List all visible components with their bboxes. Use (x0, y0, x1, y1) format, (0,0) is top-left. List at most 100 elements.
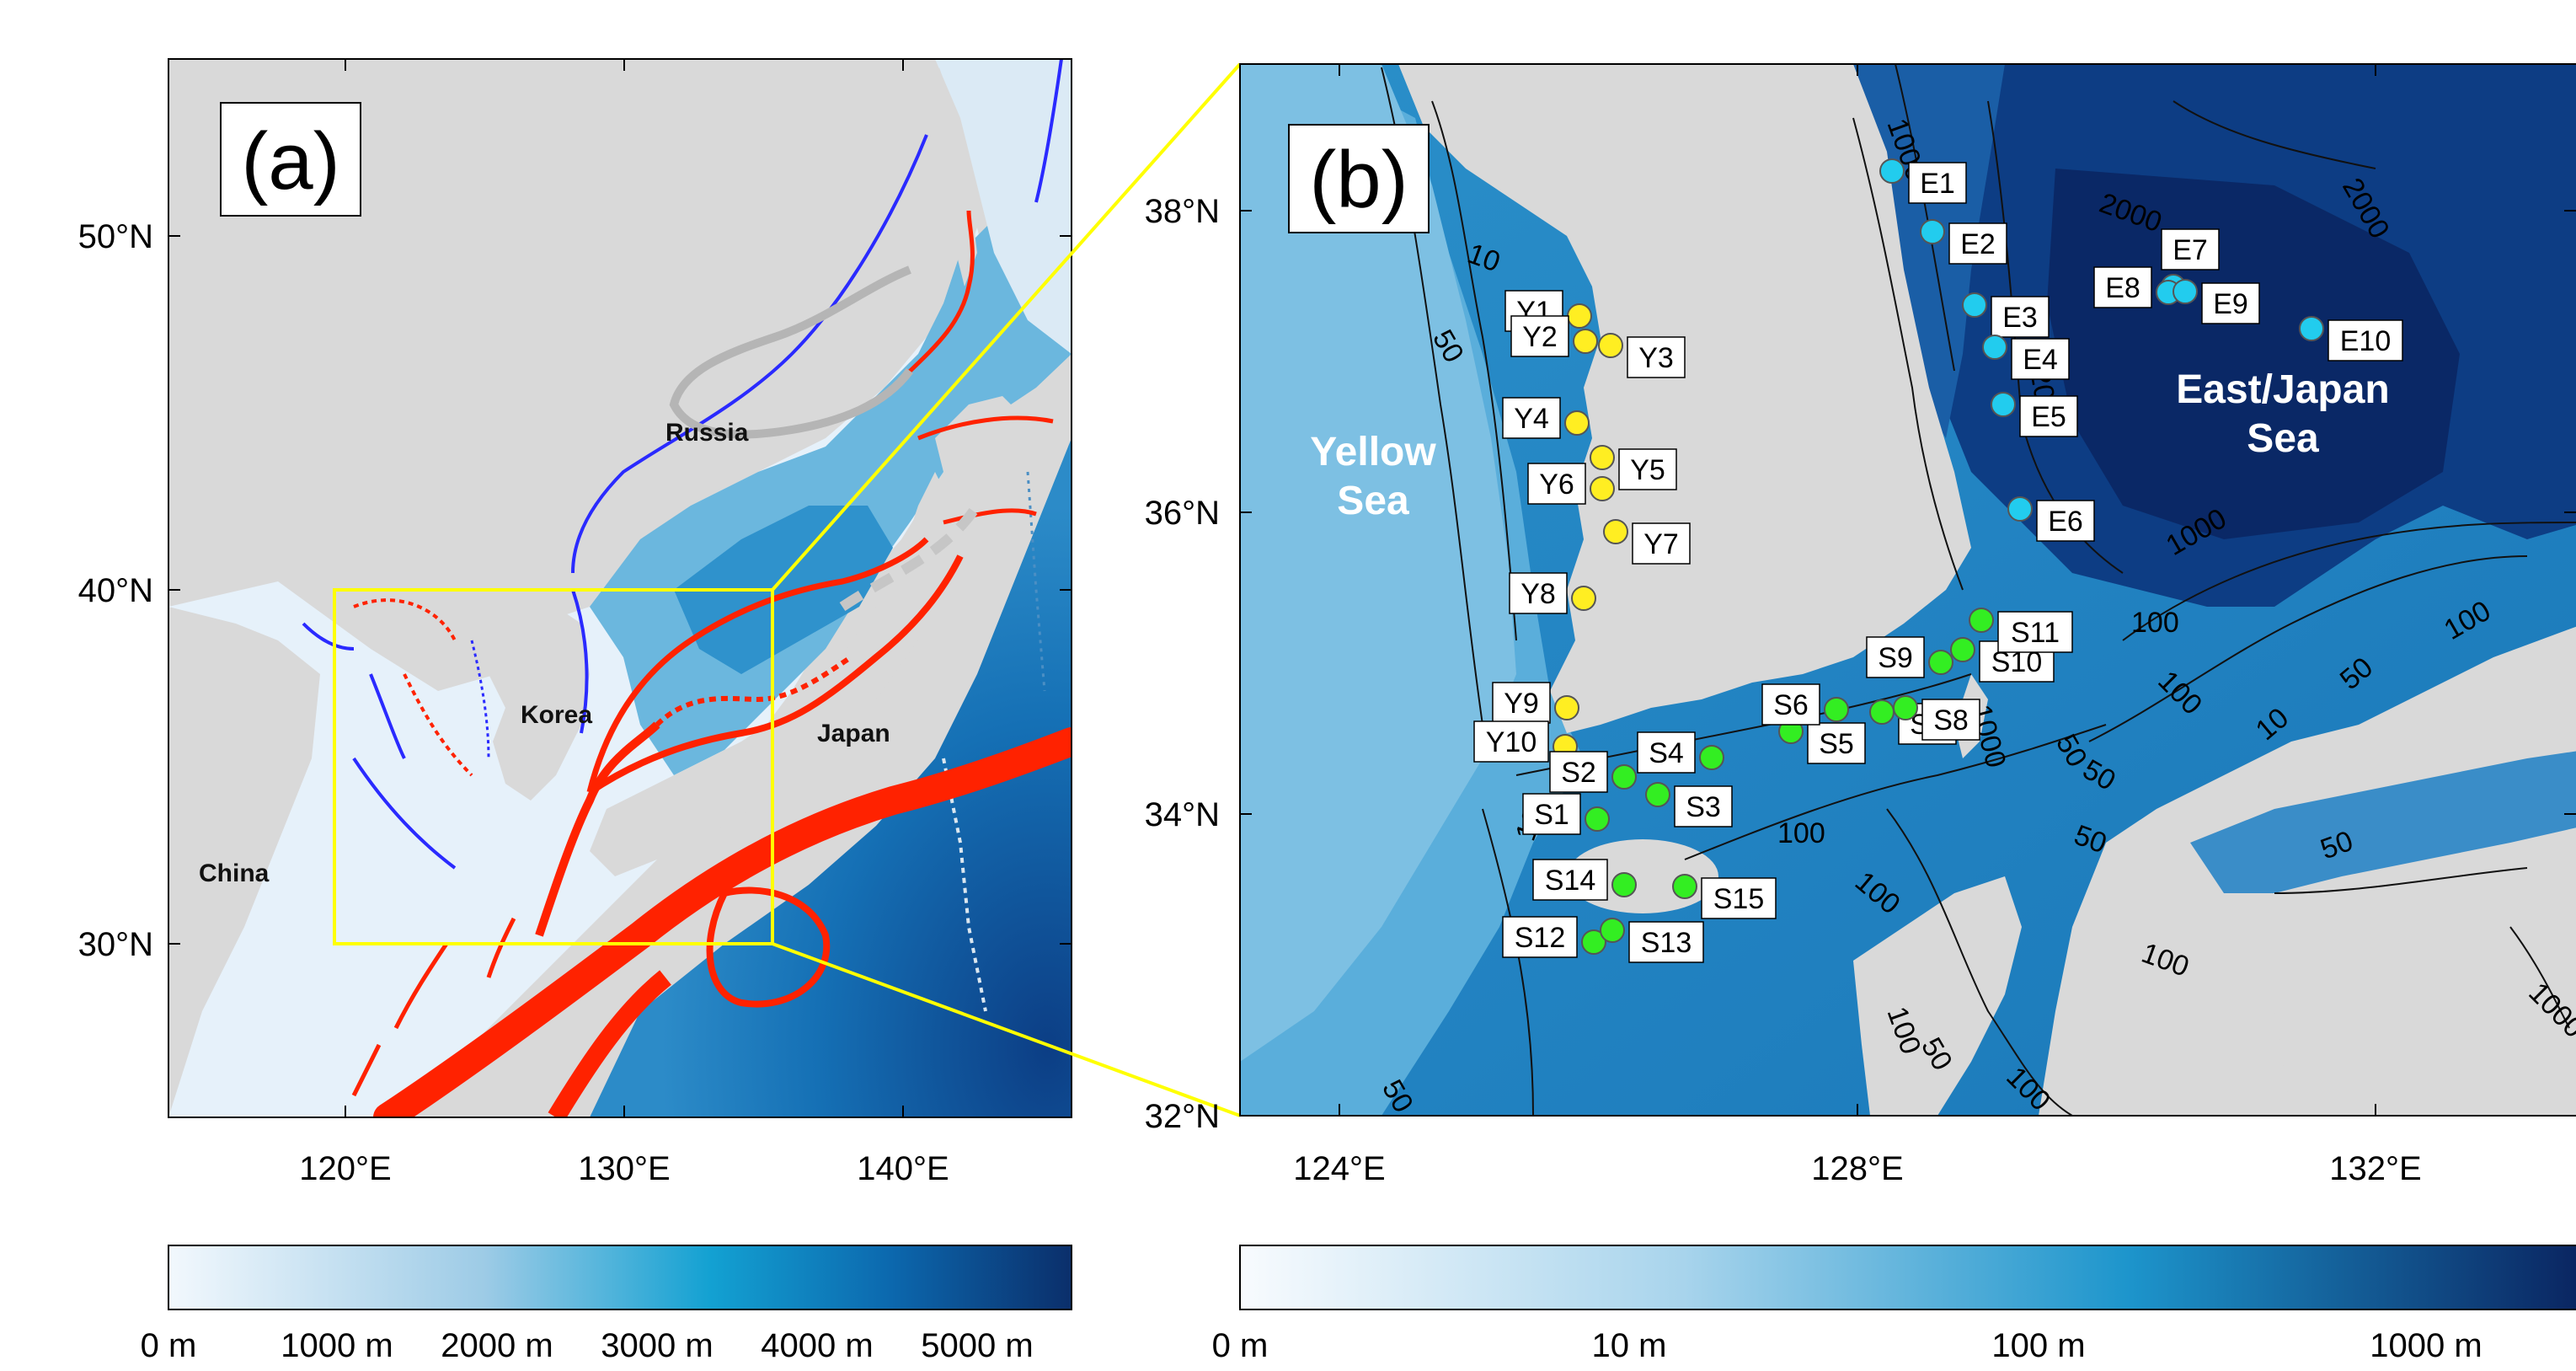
station-label: S2 (1561, 757, 1596, 789)
yellow-sea-warm-current (403, 673, 473, 777)
gray-gyre (669, 265, 913, 439)
station-label: Y2 (1522, 321, 1558, 353)
panel-a-colorbar (168, 1245, 1072, 1310)
station-label-box (1473, 720, 1549, 763)
station-label: E5 (2031, 401, 2066, 433)
kuroshio-eddy (706, 886, 831, 1008)
north-korea-cold-current (571, 589, 589, 734)
station-label-box (1522, 793, 1581, 835)
east-sea-slope (1853, 64, 2005, 438)
station-label-box (1502, 916, 1578, 958)
station-label-box (2036, 500, 2095, 542)
japan-honshu (590, 472, 952, 876)
tsushima-warm-current (587, 554, 964, 795)
panel-b-ticks (1240, 64, 2576, 1116)
liman-current (571, 134, 928, 574)
region-label-japan: Japan (817, 720, 890, 747)
bohai-cold-current (302, 622, 355, 651)
shikoku-land (2274, 953, 2576, 1116)
station-label: S15 (1713, 883, 1765, 915)
station-marker (2007, 496, 2033, 522)
east-sea-deepest (2047, 169, 2460, 539)
station-marker (1991, 392, 2016, 417)
taiwan-warm-current (393, 942, 449, 1030)
station-marker (1581, 929, 1606, 955)
stations: Y1Y2Y3Y4Y5Y6Y7Y8Y9Y10S1S2S3S4S5S6S7S8S9S… (1473, 158, 2403, 963)
bohai-warm-current (353, 598, 457, 641)
panel-b-colorbar-tick: 1000 m (2370, 1327, 2482, 1364)
station-label: S8 (1933, 704, 1969, 736)
contour-label: 100 (2131, 607, 2179, 639)
station-label: Y6 (1539, 469, 1574, 501)
station-marker (1879, 158, 1905, 184)
japan-hokkaido (935, 396, 1028, 472)
station-marker (1869, 699, 1895, 725)
ocean-currents (302, 59, 1072, 1117)
panel-b-colorbar (1239, 1245, 2576, 1310)
station-label-box (1618, 448, 1677, 490)
subpolar-front (655, 655, 852, 727)
station-label: Y7 (1643, 528, 1679, 560)
panel-b-lat-tick: 34°N (1145, 796, 1220, 833)
east-korea-warm-current (586, 537, 929, 793)
station-label: Y9 (1504, 688, 1539, 720)
station-marker (1603, 519, 1628, 544)
panel-b-label-box (1288, 124, 1430, 233)
station-label-box (2093, 266, 2152, 308)
contour-label: 2000 (2445, 0, 2497, 62)
station-label-box (1991, 296, 2050, 338)
station-label-box (1948, 222, 2007, 265)
station-label: S5 (1819, 728, 1854, 760)
station-marker (2172, 279, 2198, 304)
station-label-box (2011, 338, 2070, 380)
station-label-box (1908, 162, 1967, 204)
station-label-box (2161, 228, 2220, 270)
station-label: S3 (1686, 791, 1721, 823)
station-label: S6 (1773, 689, 1809, 721)
soya-current (917, 415, 1054, 441)
station-label: E2 (1960, 228, 1996, 260)
panel-a-colorbar-tick: 3000 m (601, 1327, 713, 1364)
station-marker (1600, 918, 1625, 943)
station-label: E7 (2172, 234, 2208, 266)
sea-label-yellow-line2: Sea (1337, 479, 1409, 523)
panel-b-lon-tick: 132°E (2329, 1150, 2421, 1187)
panel-b-lon-tick: 128°E (1811, 1150, 1903, 1187)
station-label: S1 (1534, 799, 1569, 831)
panel-a-label-box (220, 102, 361, 217)
tsushima-current (535, 721, 660, 937)
station-marker (1590, 476, 1615, 501)
station-label-box (1674, 785, 1733, 827)
station-marker (1573, 329, 1598, 354)
station-label-box (1532, 859, 1608, 901)
station-label-box (1527, 463, 1586, 505)
korea-land (1398, 64, 1971, 733)
station-label: E9 (2213, 288, 2248, 320)
sea-label-east-japan-line2: Sea (2247, 416, 2319, 461)
station-marker (1598, 333, 1623, 358)
inset-connector-top (771, 62, 1242, 592)
station-label: Y3 (1638, 342, 1674, 374)
station-label: S4 (1649, 737, 1684, 769)
station-marker (1969, 608, 1994, 633)
panel-a-colorbar-tick: 4000 m (761, 1327, 873, 1364)
panel-b-lat-tick: 36°N (1145, 495, 1220, 532)
panel-a-label: (a) (241, 116, 339, 206)
station-marker (1962, 292, 1987, 318)
panel-a-map: (a) Russia Korea Japan China 50°N 40°N 3… (78, 58, 1072, 1364)
pacific-deep (590, 438, 1072, 1117)
inset-box (333, 588, 774, 945)
station-label-box (1701, 877, 1777, 919)
station-marker (1824, 697, 1849, 722)
station-marker (1699, 745, 1724, 770)
panel-a-lon-tick: 140°E (857, 1150, 949, 1187)
panel-b-map: 1000 2000 2000 2000 2000 1000 100 1000 1… (1145, 0, 2576, 1364)
station-marker (1672, 874, 1697, 899)
station-label-box (1807, 722, 1866, 764)
panel-b-frame (1239, 63, 2576, 1117)
sea-label-yellow-line1: Yellow (1310, 430, 1436, 474)
panel-a-lat-tick: 40°N (78, 572, 153, 609)
station-marker (2299, 316, 2324, 341)
